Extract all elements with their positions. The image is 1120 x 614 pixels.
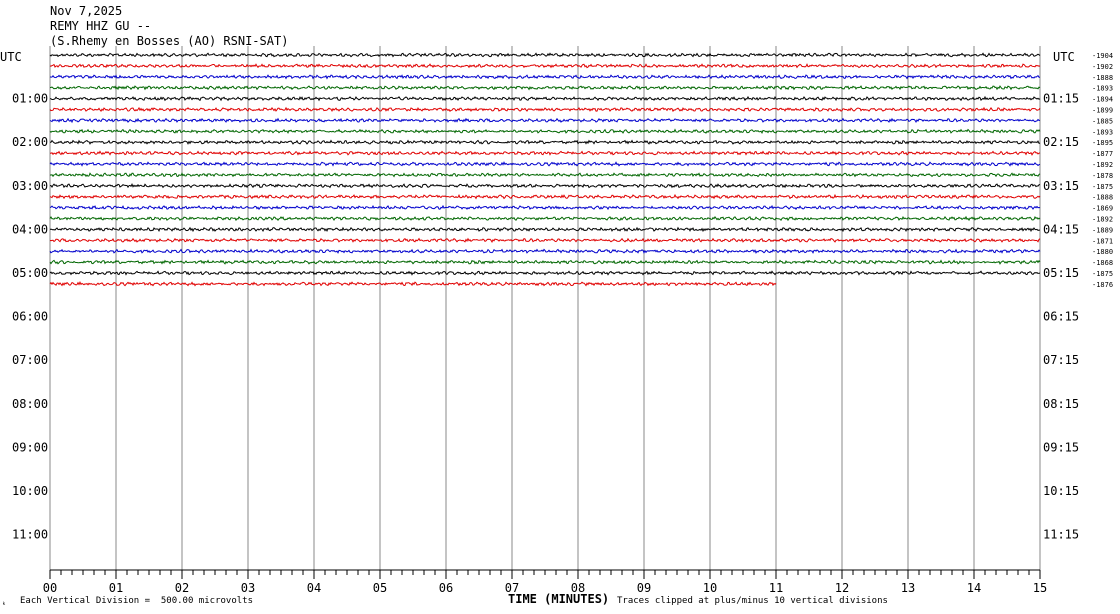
right-hour-label: 04:15 [1043,222,1079,236]
left-hour-label: 03:00 [12,179,48,193]
left-hour-label: 11:00 [12,528,48,542]
seismic-trace [49,226,1040,233]
x-axis-title: TIME (MINUTES) [508,592,610,606]
left-hour-label: 01:00 [12,92,48,106]
left-hour-label: 02:00 [12,135,48,149]
trace-offset-label: -1880 [1092,248,1113,256]
trace-offset-label: -1876 [1092,281,1113,289]
right-hour-label: 02:15 [1043,135,1079,149]
right-hour-label: 05:15 [1043,266,1079,280]
x-tick-label: 08 [571,581,585,595]
trace-offset-label: -1892 [1092,216,1113,224]
trace-offset-label: -1888 [1092,194,1113,202]
trace-offset-label: -1893 [1092,85,1113,93]
seismic-trace [49,270,1041,276]
seismic-trace [49,193,1041,200]
seismic-trace [49,128,1041,135]
right-hour-label: 09:15 [1043,440,1079,454]
x-tick-label: 00 [43,581,57,595]
x-tick-label: 02 [175,581,189,595]
trace-offset-label: -1868 [1092,259,1113,267]
right-hour-label: 06:15 [1043,310,1079,324]
seismic-trace [49,161,1041,167]
trace-offset-label: -1877 [1092,150,1113,158]
right-hour-label: 10:15 [1043,484,1079,498]
seismic-trace [49,85,1041,91]
x-tick-label: 15 [1033,581,1047,595]
seismic-trace [49,150,1041,156]
trace-offset-label: -1875 [1092,270,1113,278]
right-hour-label: 07:15 [1043,353,1079,367]
trace-offset-label: -1869 [1092,205,1113,213]
seismic-trace [49,215,1041,222]
trace-offset-label: -1893 [1092,128,1113,136]
seismic-trace [49,237,1041,243]
plot-date: Nov 7,2025 [50,4,123,18]
trace-offset-label: -1899 [1092,107,1113,115]
x-tick-label: 10 [703,581,717,595]
trace-offset-label: -1871 [1092,237,1113,245]
trace-offset-label: -1888 [1092,74,1113,82]
trace-offset-labels: -1904 -1902 -1888 -1893 -1894 -1899 -1885 -1893… [1092,52,1113,289]
seismic-trace [49,74,1040,80]
right-hour-label: 08:15 [1043,397,1079,411]
x-tick-label: 01 [109,581,123,595]
x-tick-label: 11 [769,581,783,595]
left-hour-label: 06:00 [12,310,48,324]
x-tick-label: 12 [835,581,849,595]
seismic-trace [49,248,1041,254]
station-location: (S.Rhemy en Bosses (AO) RSNI-SAT) [50,34,289,48]
right-hour-label: 11:15 [1043,528,1079,542]
scale-note: Each Vertical Division = 500.00 microvol… [20,596,253,606]
seismic-trace [49,204,1041,211]
x-tick-label: 04 [307,581,321,595]
clip-note: Traces clipped at plus/minus 10 vertical… [617,596,888,606]
x-tick-label: 09 [637,581,651,595]
seismic-trace [49,106,1041,113]
right-utc-title: UTC [1053,50,1075,64]
seismic-trace [49,117,1041,124]
x-tick-label: 03 [241,581,255,595]
trace-offset-label: -1902 [1092,63,1113,71]
hour-labels: 01:00 02:00 03:00 04:00 05:00 06:00 07:00 08:00… [12,92,1079,542]
seismic-trace [49,172,1041,178]
trace-offset-label: -1894 [1092,96,1113,104]
seismic-trace [49,52,1041,58]
seismic-trace [49,182,1041,189]
left-hour-label: 04:00 [12,222,48,236]
seismic-trace [49,95,1041,102]
trace-offset-label: -1875 [1092,183,1113,191]
x-axis: 00 01 02 03 04 05 06 07 08 09 10 11 12 13 14 15 [43,569,1047,595]
trace-offset-label: -1892 [1092,161,1113,169]
trace-offset-label: -1895 [1092,139,1113,147]
left-hour-label: 07:00 [12,353,48,367]
left-hour-label: 08:00 [12,397,48,411]
left-hour-label: 05:00 [12,266,48,280]
seismic-trace [49,280,777,287]
station-id: REMY HHZ GU -- [50,19,152,33]
right-hour-label: 03:15 [1043,179,1079,193]
right-hour-label: 01:15 [1043,92,1079,106]
trace-offset-label: -1904 [1092,52,1113,60]
seismic-trace [49,259,1041,265]
x-tick-label: 13 [901,581,915,595]
seismic-trace [50,139,1041,145]
left-utc-title: UTC [0,50,22,64]
left-hour-label: 10:00 [12,484,48,498]
trace-lines [49,52,1041,287]
x-tick-label: 14 [967,581,981,595]
corner-mark: ₖ [2,599,7,607]
trace-offset-label: -1878 [1092,172,1113,180]
trace-offset-label: -1889 [1092,226,1113,234]
x-tick-label: 06 [439,581,453,595]
trace-offset-label: -1885 [1092,117,1113,125]
x-tick-label: 07 [505,581,519,595]
left-hour-label: 09:00 [12,440,48,454]
x-tick-label: 05 [373,581,387,595]
seismic-trace [49,63,1041,69]
minute-gridlines [49,46,1041,570]
